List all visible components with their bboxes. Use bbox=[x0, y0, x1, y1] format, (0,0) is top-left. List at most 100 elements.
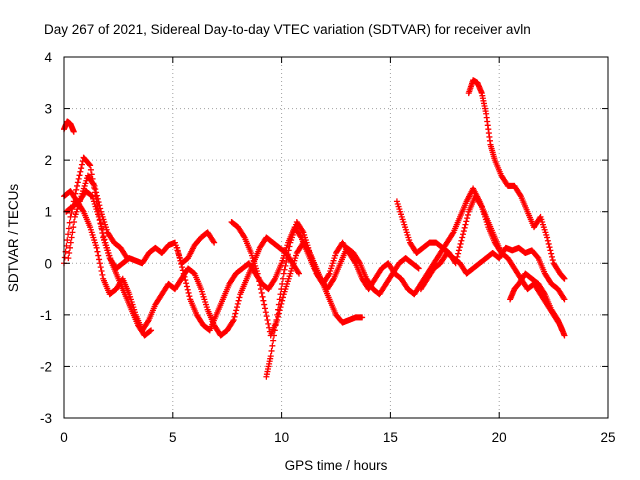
data-point bbox=[93, 189, 100, 196]
data-point bbox=[261, 301, 268, 308]
data-point bbox=[124, 255, 131, 262]
data-point bbox=[283, 258, 290, 265]
data-point bbox=[179, 267, 186, 274]
data-point bbox=[68, 234, 75, 241]
grid bbox=[64, 57, 608, 418]
data-point bbox=[547, 247, 554, 254]
data-point bbox=[175, 251, 182, 258]
data-point bbox=[99, 271, 106, 278]
data-point bbox=[359, 314, 366, 321]
data-point bbox=[273, 317, 280, 324]
y-tick-label: 4 bbox=[44, 50, 52, 65]
data-point bbox=[549, 257, 556, 264]
data-point bbox=[268, 347, 275, 354]
data-point bbox=[267, 353, 274, 360]
data-point bbox=[460, 228, 467, 235]
data-point bbox=[285, 247, 292, 254]
data-point bbox=[263, 313, 270, 320]
plot-marks bbox=[61, 77, 568, 380]
x-tick-label: 10 bbox=[274, 430, 289, 445]
data-point bbox=[232, 310, 239, 317]
data-point bbox=[272, 322, 279, 329]
data-point bbox=[181, 273, 188, 280]
data-point bbox=[330, 277, 337, 284]
data-point bbox=[284, 251, 291, 258]
data-point bbox=[67, 239, 74, 246]
data-point bbox=[548, 250, 555, 257]
data-point bbox=[230, 317, 237, 324]
data-point bbox=[256, 278, 263, 285]
data-point bbox=[185, 289, 192, 296]
data-point bbox=[186, 293, 193, 300]
data-point bbox=[457, 240, 464, 247]
data-point bbox=[75, 175, 82, 182]
data-point bbox=[255, 274, 262, 281]
data-point bbox=[461, 224, 468, 231]
data-point bbox=[176, 254, 183, 261]
data-point bbox=[177, 257, 184, 264]
data-point bbox=[275, 301, 282, 308]
data-point bbox=[182, 277, 189, 284]
data-point bbox=[211, 239, 218, 246]
data-point bbox=[463, 218, 470, 225]
y-ticks: -3 -2 -1 0 1 2 3 4 bbox=[40, 50, 608, 426]
data-point bbox=[274, 311, 281, 318]
data-point bbox=[96, 260, 103, 267]
series-track-e bbox=[63, 188, 155, 339]
data-point bbox=[449, 230, 456, 237]
data-point bbox=[87, 162, 94, 169]
data-point bbox=[281, 266, 288, 273]
data-point bbox=[546, 244, 553, 251]
data-point bbox=[96, 202, 103, 209]
data-point bbox=[286, 243, 293, 250]
data-point bbox=[259, 293, 266, 300]
data-point bbox=[561, 332, 568, 339]
data-point bbox=[240, 233, 247, 240]
data-point bbox=[93, 244, 100, 251]
data-point bbox=[100, 233, 107, 240]
data-point bbox=[76, 172, 83, 179]
data-point bbox=[70, 128, 77, 135]
data-point bbox=[69, 229, 76, 236]
data-point bbox=[269, 342, 276, 349]
data-point bbox=[280, 270, 287, 277]
data-point bbox=[275, 306, 282, 313]
y-tick-label: -3 bbox=[40, 411, 52, 426]
data-point bbox=[96, 217, 103, 224]
data-point bbox=[145, 318, 152, 325]
data-point bbox=[98, 268, 105, 275]
series-track-j bbox=[465, 77, 568, 282]
data-point bbox=[148, 327, 155, 334]
data-point bbox=[229, 318, 236, 325]
y-tick-label: 1 bbox=[44, 205, 52, 220]
data-point bbox=[178, 260, 185, 267]
data-point bbox=[79, 207, 86, 214]
data-point bbox=[73, 186, 80, 193]
data-point bbox=[456, 244, 463, 251]
data-point bbox=[277, 291, 284, 298]
data-point bbox=[282, 262, 289, 269]
data-point bbox=[65, 231, 72, 238]
data-point bbox=[92, 186, 99, 193]
data-point bbox=[183, 280, 190, 287]
data-point bbox=[231, 313, 238, 320]
data-point bbox=[271, 327, 278, 334]
data-point bbox=[235, 297, 242, 304]
data-point bbox=[95, 252, 102, 259]
data-point bbox=[455, 250, 462, 257]
data-point bbox=[462, 221, 469, 228]
data-point bbox=[295, 269, 302, 276]
data-point bbox=[180, 270, 187, 277]
data-point bbox=[99, 229, 106, 236]
y-tick-label: 0 bbox=[44, 256, 52, 271]
data-point bbox=[184, 286, 191, 293]
data-point bbox=[297, 233, 304, 240]
data-point bbox=[279, 275, 286, 282]
data-point bbox=[70, 224, 77, 231]
data-point bbox=[98, 223, 105, 230]
data-point bbox=[560, 295, 567, 302]
data-point bbox=[545, 240, 552, 247]
chart-title: Day 267 of 2021, Sidereal Day-to-day VTE… bbox=[44, 22, 531, 37]
data-point bbox=[325, 271, 332, 278]
